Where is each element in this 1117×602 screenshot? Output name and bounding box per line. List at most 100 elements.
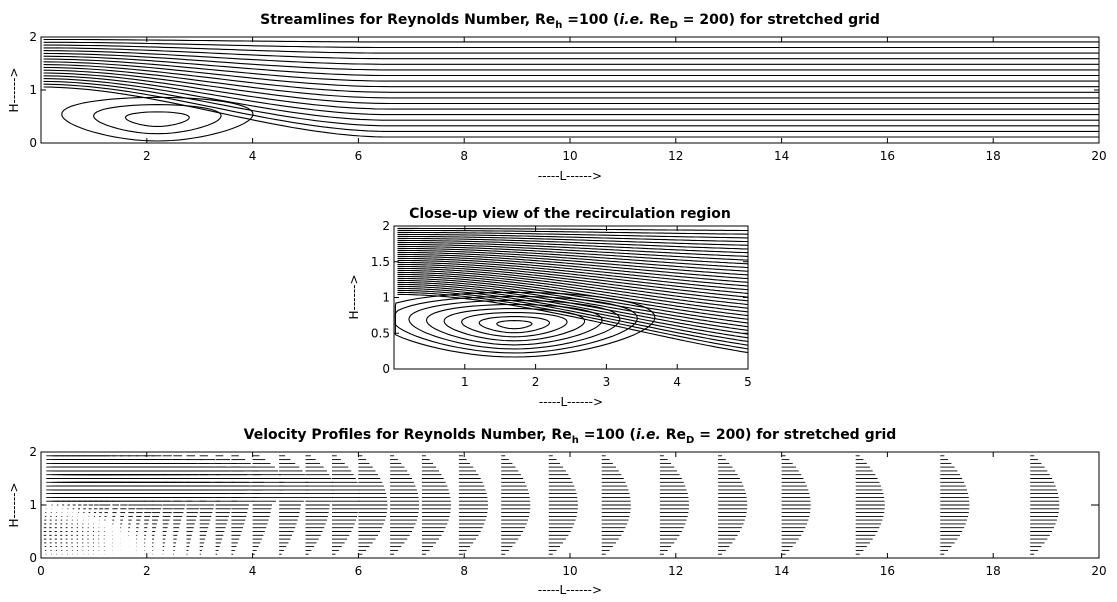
x-tick-label: 4 (673, 375, 681, 389)
streamline (397, 235, 749, 246)
closeup-ylabel: H------> (347, 274, 361, 319)
x-tick-label: 4 (249, 149, 257, 163)
streamline (43, 69, 1099, 105)
y-tick-label: 2 (382, 219, 390, 233)
streamline (397, 273, 749, 317)
x-tick-label: 8 (460, 149, 468, 163)
streamline (397, 277, 749, 324)
streamline (43, 55, 1099, 77)
streamline-panel: Streamlines for Reynolds Number, Reh =10… (7, 12, 1107, 183)
streamline (397, 259, 749, 291)
x-tick-label: 14 (774, 149, 789, 163)
recirculation-loop (394, 291, 656, 358)
x-tick-label: 2 (143, 149, 151, 163)
streamline (397, 271, 749, 313)
recirculation-loop (408, 299, 621, 350)
streamline (43, 78, 1099, 121)
streamline (397, 275, 749, 320)
streamline-title: Streamlines for Reynolds Number, Reh =10… (260, 12, 880, 31)
streamline (43, 80, 1099, 127)
streamline (397, 237, 749, 250)
streamline (397, 289, 749, 346)
velocity-panel: Velocity Profiles for Reynolds Number, R… (7, 427, 1107, 597)
streamline (397, 257, 749, 287)
x-tick-label: 0 (37, 564, 45, 578)
streamline (397, 285, 749, 339)
recirculation-loop (124, 111, 190, 127)
x-tick-label: 20 (1091, 564, 1106, 578)
streamline (397, 233, 749, 243)
streamline (397, 265, 749, 302)
streamline (397, 245, 749, 265)
y-tick-label: 0.5 (371, 326, 390, 340)
recirculation-loop (461, 312, 568, 338)
streamline (397, 261, 749, 294)
y-tick-label: 1 (29, 83, 37, 97)
closeup-xlabel: -----L------> (539, 395, 603, 409)
streamline (43, 86, 1099, 138)
x-tick-label: 12 (668, 149, 683, 163)
y-tick-label: 0 (29, 136, 37, 150)
streamline (397, 287, 749, 343)
recirculation-loop (425, 303, 603, 346)
x-tick-label: 2 (143, 564, 151, 578)
streamline (43, 41, 1099, 49)
streamline (397, 281, 749, 331)
streamline (397, 249, 749, 272)
x-tick-label: 3 (603, 375, 611, 389)
streamline (43, 44, 1099, 54)
streamline (397, 239, 749, 254)
x-tick-label: 18 (986, 149, 1001, 163)
y-tick-label: 2 (29, 30, 37, 44)
x-tick-label: 20 (1091, 149, 1106, 163)
x-tick-label: 6 (355, 564, 363, 578)
recirculation-loop (93, 104, 222, 135)
x-tick-label: 18 (986, 564, 1001, 578)
x-tick-label: 14 (774, 564, 789, 578)
recirculation-loop (443, 307, 586, 342)
streamline (397, 231, 748, 239)
x-tick-label: 1 (461, 375, 469, 389)
streamline (43, 61, 1099, 88)
closeup-ticks: 1 2 3 4 5 0 0.5 1 1.5 2 (371, 219, 752, 389)
streamline (43, 64, 1099, 93)
streamline-xlabel: -----L------> (538, 169, 602, 183)
y-tick-label: 1 (29, 498, 37, 512)
streamline (43, 50, 1099, 65)
velocity-ylabel: H------> (7, 482, 21, 527)
closeup-title: Close-up view of the recirculation regio… (409, 206, 731, 222)
streamline (43, 38, 1099, 43)
streamline (397, 229, 748, 235)
streamline (397, 267, 749, 306)
x-tick-label: 16 (880, 149, 895, 163)
streamline (43, 52, 1099, 71)
velocity-title: Velocity Profiles for Reynolds Number, R… (244, 427, 897, 446)
y-tick-label: 1 (382, 291, 390, 305)
recirculation-loop (478, 316, 551, 334)
x-tick-label: 4 (249, 564, 257, 578)
streamline-ylabel: H------> (7, 67, 21, 112)
streamline (397, 247, 749, 269)
streamline (43, 83, 1099, 132)
x-tick-label: 5 (744, 375, 752, 389)
y-tick-label: 2 (29, 445, 37, 459)
closeup-curves (394, 227, 749, 358)
streamline (397, 243, 749, 261)
recirculation-loop (61, 96, 254, 142)
y-tick-label: 0 (382, 362, 390, 376)
y-tick-label: 0 (29, 551, 37, 565)
y-tick-label: 1.5 (371, 255, 390, 269)
streamline (43, 72, 1099, 110)
streamline (43, 75, 1099, 116)
streamline (397, 269, 749, 309)
streamline-curves (43, 38, 1099, 142)
streamline (43, 66, 1099, 99)
x-tick-label: 2 (532, 375, 540, 389)
x-tick-label: 6 (355, 149, 363, 163)
velocity-arrows (43, 455, 1099, 555)
streamline (397, 293, 749, 354)
streamline (397, 251, 749, 276)
x-tick-label: 12 (668, 564, 683, 578)
